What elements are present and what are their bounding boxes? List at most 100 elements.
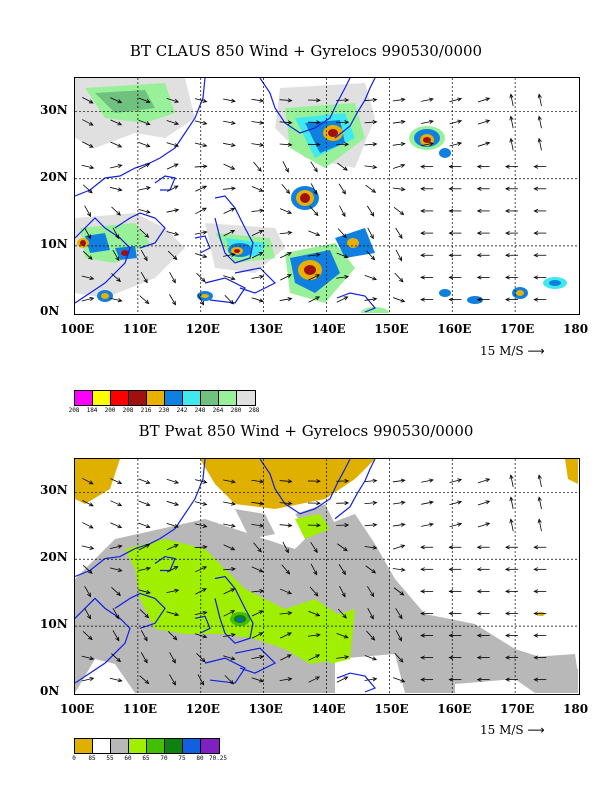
wind-arrow-head	[537, 137, 542, 143]
wind-arrow-head	[448, 655, 454, 660]
wind-arrow-head	[315, 252, 321, 258]
wind-arrow-head	[171, 278, 176, 284]
colorbar-label: 184	[86, 407, 98, 414]
wind-arrow	[336, 676, 348, 683]
wind-arrow-head	[372, 545, 378, 550]
wind-arrow	[367, 607, 374, 619]
wind-arrow-head	[533, 275, 539, 280]
wind-arrow-head	[257, 547, 262, 553]
wind-arrow	[82, 631, 93, 640]
wind-arrow-head	[145, 480, 151, 484]
wind-arrow	[510, 475, 514, 488]
wind-arrow-head	[476, 164, 482, 169]
wind-arrow	[337, 162, 348, 171]
wind-arrow	[166, 120, 179, 125]
wind-arrow	[197, 294, 204, 306]
top-colorbar-labels: 208 184 200 208 216 230 242 248 264 280 288	[69, 407, 274, 415]
wind-arrow-head	[344, 274, 350, 280]
wind-arrow-head	[399, 591, 405, 596]
lon-tick-label: 150E	[374, 702, 409, 716]
wind-arrow-head	[230, 546, 236, 551]
wind-arrow	[279, 99, 292, 102]
wind-arrow-head	[420, 567, 425, 572]
wind-arrow-head	[202, 164, 208, 169]
wind-arrow	[310, 161, 318, 172]
lon-tick-label: 160E	[437, 702, 472, 716]
wind-arrow-head	[173, 566, 179, 570]
wind-arrow-head	[287, 479, 293, 484]
wind-arrow-head	[174, 231, 180, 236]
wind-arrow	[309, 206, 319, 216]
colorbar-label: 288	[248, 407, 260, 414]
wind-arrow-head	[202, 143, 208, 148]
wind-arrow-head	[533, 208, 539, 214]
wind-arrow	[223, 120, 236, 124]
coastline-segment	[204, 277, 246, 304]
wind-arrow-head	[314, 211, 319, 217]
lat-tick-label: 30N	[40, 483, 68, 498]
wind-arrow-head	[145, 544, 151, 548]
wind-arrow	[166, 611, 179, 616]
wind-arrow-head	[457, 119, 463, 124]
wind-arrow-head	[174, 612, 180, 617]
wind-arrow-head	[505, 633, 510, 638]
wind-arrow-head	[117, 480, 123, 485]
colorbar-swatch	[201, 391, 219, 405]
wind-arrow	[339, 585, 346, 597]
wind-arrow	[251, 275, 264, 279]
wind-arrow-head	[286, 654, 292, 659]
top-colorbar	[74, 390, 256, 406]
wind-arrow-head	[448, 589, 454, 594]
wind-arrow-head	[372, 500, 378, 505]
wind-arrow	[364, 678, 377, 681]
wind-arrow-head	[448, 677, 454, 682]
wind-arrow	[449, 120, 462, 125]
wind-arrow	[393, 297, 405, 302]
wind-arrow-head	[287, 632, 292, 637]
wind-arrow	[138, 522, 150, 528]
wind-arrow	[138, 589, 151, 594]
wind-arrow-head	[457, 500, 463, 505]
wind-arrow-head	[87, 212, 91, 217]
wind-arrow	[538, 116, 542, 129]
wind-arrow-head	[509, 93, 514, 99]
wind-arrow-head	[87, 614, 91, 620]
wind-arrow	[338, 183, 346, 195]
wind-arrow-head	[200, 680, 205, 686]
wind-arrow-head	[429, 478, 434, 483]
wind-arrow	[281, 564, 290, 575]
wind-arrow	[194, 120, 207, 125]
wind-arrow-head	[145, 502, 151, 507]
wind-arrow-head	[372, 522, 378, 528]
wind-arrow	[111, 587, 121, 596]
wind-arrow-head	[230, 276, 236, 281]
coastline-segment	[214, 195, 254, 264]
wind-arrow-head	[259, 501, 265, 506]
wind-arrow-head	[230, 252, 236, 257]
wind-arrow	[223, 544, 235, 551]
bottom-colorbar	[74, 738, 220, 754]
wind-arrow-head	[117, 524, 123, 529]
wind-arrow-head	[146, 566, 151, 571]
wind-arrow-head	[117, 187, 123, 192]
colorbar-swatch	[93, 739, 111, 753]
wind-arrow-head	[171, 300, 176, 306]
wind-arrow-head	[171, 658, 176, 664]
wind-arrow-head	[89, 656, 95, 661]
wind-arrow-head	[145, 590, 151, 595]
wind-arrow-head	[145, 524, 151, 529]
wind-arrow-head	[400, 678, 406, 683]
wind-arrow-head	[287, 98, 293, 103]
wind-arrow-head	[143, 658, 148, 664]
wind-arrow	[223, 633, 236, 638]
wind-arrow	[364, 524, 377, 527]
wind-arrow-head	[533, 297, 539, 302]
lon-tick-label: 140E	[311, 702, 346, 716]
wind-arrow-head	[230, 656, 236, 661]
coastline-segment	[234, 647, 277, 674]
wind-arrow-head	[341, 592, 346, 598]
wind-arrow-head	[201, 277, 206, 283]
wind-arrow	[364, 165, 377, 168]
wind-arrow	[392, 479, 405, 483]
wind-arrow	[166, 142, 179, 147]
